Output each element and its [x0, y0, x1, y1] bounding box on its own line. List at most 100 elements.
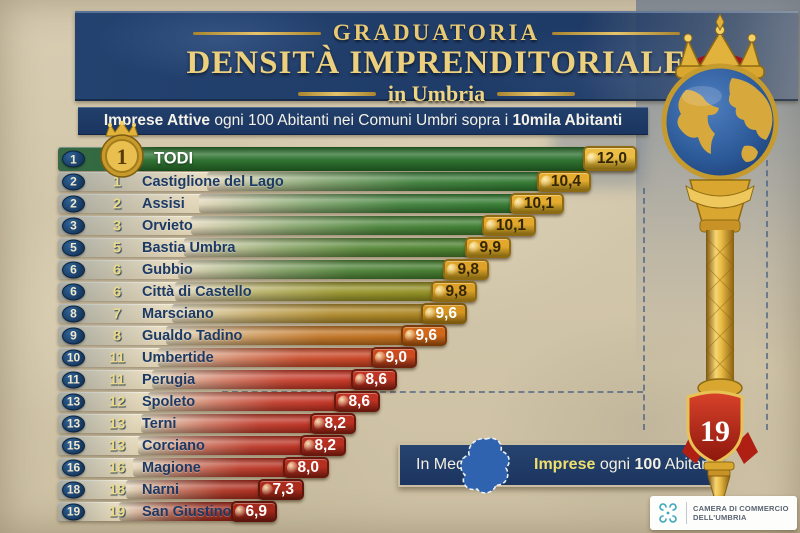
municipality-label: Assisi	[142, 195, 185, 212]
rank-primary-badge: 10	[62, 349, 85, 366]
gold-rule-right	[552, 31, 681, 35]
municipality-count-shield: 19	[686, 390, 744, 465]
rank-secondary-label: 11	[109, 371, 125, 388]
scepter-shaft	[697, 230, 743, 398]
rank-primary-badge: 6	[62, 261, 85, 278]
dashed-guide-horizontal	[222, 391, 643, 393]
value-bar	[133, 458, 327, 477]
value-bar	[172, 304, 465, 323]
average-number: 100	[634, 456, 662, 473]
value-bar	[158, 348, 415, 367]
gold-rule-left-2	[297, 92, 376, 96]
value-badge: 9,6	[421, 303, 467, 324]
municipality-label: Castiglione del Lago	[142, 173, 284, 190]
medallion-value: 1	[117, 144, 128, 169]
rank-secondary-label: 6	[112, 283, 122, 300]
value-bar	[175, 282, 475, 301]
chamber-logo-text: CAMERA DI COMMERCIO DELL'UMBRIA	[693, 504, 789, 522]
municipality-label: Magione	[142, 459, 201, 476]
value-badge: 9,8	[431, 281, 477, 302]
value-badge: 9,8	[443, 259, 489, 280]
rank-secondary-label: 12	[108, 393, 126, 410]
rank-primary-badge: 13	[62, 393, 85, 410]
ranking-row: 5 5 Bastia Umbra 9,9	[58, 237, 511, 258]
value-badge: 10,1	[509, 193, 564, 214]
value-badge: 7,3	[258, 479, 304, 500]
rank-primary-badge: 15	[62, 437, 85, 454]
rank-primary-badge: 5	[62, 239, 85, 256]
rank-primary-badge: 6	[62, 283, 85, 300]
ranking-row: 18 18 Narni 7,3	[58, 479, 304, 500]
value-badge: 6,9	[231, 501, 277, 522]
value-badge: 9,6	[401, 325, 447, 346]
value-bar	[199, 194, 562, 213]
rank-primary-badge: 3	[62, 217, 85, 234]
municipality-label: San Giustino	[142, 503, 232, 520]
rank-primary-badge: 13	[62, 415, 85, 432]
average-box: In Media: Imprese ogni 100 Abitanti	[398, 437, 723, 494]
first-place-medallion: 1	[100, 120, 144, 178]
ranking-row: 19 19 San Giustino 6,9	[58, 501, 277, 522]
subtitle-mid: ogni 100 Abitanti nei Comuni Umbri sopra…	[210, 112, 513, 129]
globe-icon	[661, 63, 779, 181]
umbria-map-icon	[460, 437, 510, 494]
rank-secondary-label: 6	[112, 261, 122, 278]
municipality-label: Gubbio	[142, 261, 193, 278]
ranking-row: 15 13 Corciano 8,2	[58, 435, 346, 456]
ranking-row: 11 11 Perugia 8,6	[58, 369, 397, 390]
scepter-collar	[685, 179, 755, 233]
title-row-3: in Umbria	[75, 81, 798, 107]
rank-primary-badge: 19	[62, 503, 85, 520]
municipality-label: Narni	[142, 481, 180, 498]
chamber-logo-line-1: CAMERA DI COMMERCIO	[693, 504, 789, 513]
dashed-guide-vertical-outer	[766, 150, 768, 430]
dashed-guide-vertical-inner	[643, 188, 645, 430]
ranking-row: 3 3 Orvieto 10,1	[58, 215, 536, 236]
rank-secondary-label: 13	[108, 415, 126, 432]
ranking-row: 6 6 Città di Castello 9,8	[58, 281, 477, 302]
value-bar	[207, 172, 589, 191]
value-bar	[166, 326, 445, 345]
value-badge: 8,2	[300, 435, 346, 456]
rank-primary-badge: 18	[62, 481, 85, 498]
rank-secondary-label: 3	[112, 217, 122, 234]
value-bar	[138, 436, 344, 455]
value-badge: 8,0	[283, 457, 329, 478]
scepter-illustration: 19	[661, 12, 779, 516]
value-badge: 8,2	[310, 413, 356, 434]
rank-primary-badge: 2	[62, 173, 85, 190]
ranking-row: 9 8 Gualdo Tadino 9,6	[58, 325, 447, 346]
municipality-label: Orvieto	[142, 217, 193, 234]
municipality-label: Bastia Umbra	[142, 239, 236, 256]
chamber-logo: CAMERA DI COMMERCIO DELL'UMBRIA	[650, 496, 797, 530]
subtitle-bold-2: 10mila Abitanti	[512, 112, 623, 129]
rank-secondary-label: 18	[108, 481, 126, 498]
gold-rule-right-2	[497, 92, 576, 96]
ranking-row: 16 16 Magione 8,0	[58, 457, 329, 478]
municipality-count-value: 19	[700, 415, 730, 448]
gold-rule-left	[192, 31, 321, 35]
value-badge: 10,4	[536, 171, 591, 192]
rank-secondary-label: 13	[108, 437, 126, 454]
title-line-3: in Umbria	[387, 81, 486, 106]
municipality-label: Umbertide	[142, 349, 214, 366]
value-badge: 9,0	[371, 347, 417, 368]
ranking-row: 2 2 Assisi 10,1	[58, 193, 564, 214]
value-badge: 9,9	[465, 237, 511, 258]
title-row-2: DENSITÀ IMPRENDITORIALE	[75, 46, 798, 80]
title-line-1: GRADUATORIA	[332, 20, 541, 45]
title-row-1: GRADUATORIA	[75, 20, 798, 46]
rank-secondary-label: 11	[109, 349, 125, 366]
ranking-row: 13 12 Spoleto 8,6	[58, 391, 380, 412]
ranking-row: 8 7 Marsciano 9,6	[58, 303, 467, 324]
rank-secondary-label: 16	[108, 459, 126, 476]
value-badge: 10,1	[481, 215, 536, 236]
value-bar	[191, 216, 534, 235]
ranking-row: 13 13 Terni 8,2	[58, 413, 356, 434]
subtitle-bar: Imprese Attive ogni 100 Abitanti nei Com…	[78, 107, 648, 135]
municipality-label: Città di Castello	[142, 283, 252, 300]
scepter-tip	[703, 461, 735, 516]
municipality-label: Terni	[142, 415, 177, 432]
municipality-label: Perugia	[142, 371, 196, 388]
